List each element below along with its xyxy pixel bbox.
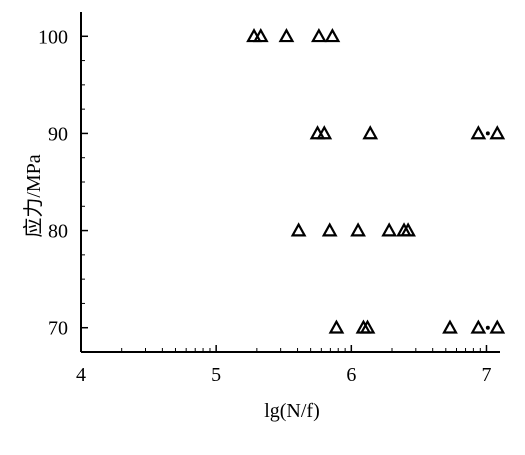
- data-point-triangle: [362, 125, 379, 140]
- data-point-triangle: [252, 28, 269, 43]
- x-tick-label: 5: [211, 364, 221, 386]
- x-tick-label: 4: [76, 364, 86, 386]
- data-point-triangle: [290, 222, 307, 237]
- y-axis-label: 应力/MPa: [22, 154, 45, 237]
- axes: [80, 12, 500, 353]
- data-point-triangle: [470, 319, 487, 334]
- y-tick-label: 90: [48, 123, 68, 145]
- data-point-triangle: [324, 28, 341, 43]
- x-tick-label: 7: [481, 364, 491, 386]
- data-point-triangle: [381, 222, 398, 237]
- data-point-triangle: [316, 125, 333, 140]
- data-point-triangle: [489, 125, 506, 140]
- y-tick-label: 80: [48, 221, 68, 243]
- y-tick-label: 70: [48, 318, 68, 340]
- y-tick-label: 100: [38, 26, 68, 48]
- data-point-triangle: [321, 222, 338, 237]
- data-point-triangle: [311, 28, 327, 43]
- data-point-triangle: [359, 319, 376, 334]
- ticks: 70 80 90 100 4 5 6 7: [38, 26, 491, 386]
- data-point-triangle: [489, 319, 506, 334]
- data-point-dot: [485, 325, 490, 330]
- data-point-triangle: [278, 28, 295, 43]
- data-point-triangle: [470, 125, 487, 140]
- data-points: [246, 28, 506, 334]
- data-point-triangle: [350, 222, 366, 237]
- data-point-dot: [485, 131, 490, 136]
- data-point-triangle: [328, 319, 345, 334]
- x-axis-label: lg(N/f): [264, 400, 320, 422]
- x-tick-label: 6: [346, 364, 356, 386]
- data-point-triangle: [442, 319, 458, 334]
- data-point-triangle: [400, 222, 416, 237]
